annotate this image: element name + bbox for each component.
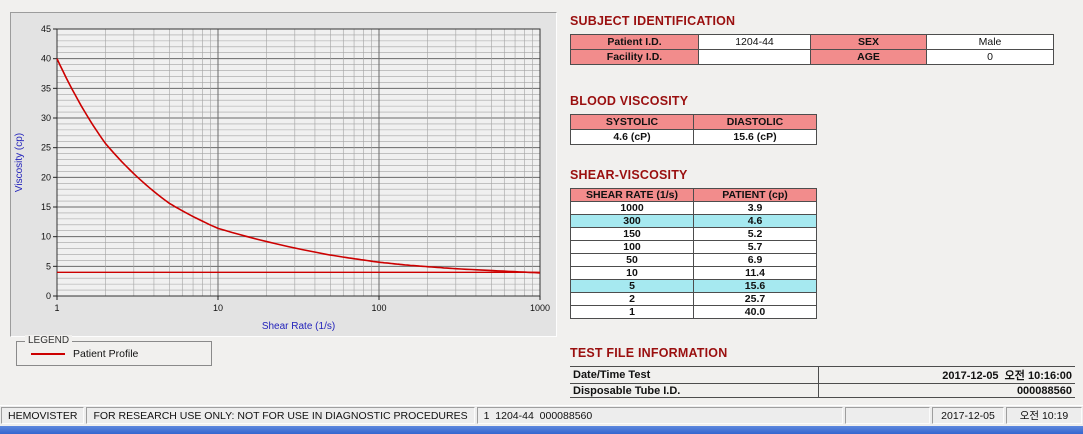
facility-id-label: Facility I.D. [570, 49, 699, 65]
shear-viscosity-section: SHEAR-VISCOSITY SHEAR RATE (1/s) PATIENT… [570, 168, 817, 319]
svg-text:5: 5 [46, 261, 51, 271]
shear-viscosity-row: 5 15.6 [570, 279, 817, 293]
svg-text:40: 40 [41, 54, 51, 64]
test-file-row: Disposable Tube I.D. 000088560 [570, 383, 1075, 398]
patient-cp-header: PATIENT (cp) [693, 188, 817, 202]
shear-viscosity-body: 1000 3.9 300 4.6 150 5.2 100 5.7 50 6.9 10 11.4 5 15.… [570, 201, 817, 319]
subject-identification-title: SUBJECT IDENTIFICATION [570, 14, 736, 28]
shear-viscosity-header-row: SHEAR RATE (1/s) PATIENT (cp) [570, 188, 817, 202]
svg-text:100: 100 [371, 303, 386, 313]
patient-viscosity-value: 25.7 [693, 292, 817, 306]
shear-rate-value: 100 [570, 240, 694, 254]
subject-row: Patient I.D. 1204-44 SEX Male [570, 34, 1054, 50]
diastolic-header: DIASTOLIC [693, 114, 817, 130]
shear-rate-value: 300 [570, 214, 694, 228]
blood-viscosity-header-row: SYSTOLIC DIASTOLIC [570, 114, 817, 130]
test-file-information-title: TEST FILE INFORMATION [570, 346, 728, 360]
shear-viscosity-row: 300 4.6 [570, 214, 817, 228]
patient-profile-curve [56, 58, 541, 274]
shear-viscosity-row: 150 5.2 [570, 227, 817, 241]
disposable-tube-id-label: Disposable Tube I.D. [570, 383, 818, 398]
shear-viscosity-row: 1000 3.9 [570, 201, 817, 215]
svg-text:0: 0 [46, 291, 51, 301]
svg-text:25: 25 [41, 143, 51, 153]
shear-rate-value: 50 [570, 253, 694, 267]
svg-text:30: 30 [41, 113, 51, 123]
status-bar: HEMOVISTER FOR RESEARCH USE ONLY: NOT FO… [0, 405, 1083, 425]
svg-text:1: 1 [54, 303, 59, 313]
taskbar-strip [0, 426, 1083, 434]
viscosity-chart-panel: 0 5 10 15 20 25 30 35 40 45 1 10 100 1000 Shear Rate (… [10, 12, 557, 337]
patient-viscosity-value: 15.6 [693, 279, 817, 293]
status-record-info: 1 1204-44 000088560 [476, 407, 843, 424]
legend-item-label: Patient Profile [73, 347, 139, 360]
svg-text:1000: 1000 [530, 303, 550, 313]
viscosity-chart-svg: 0 5 10 15 20 25 30 35 40 45 1 10 100 1000 Shear Rate (… [11, 13, 556, 336]
shear-viscosity-row: 1 40.0 [570, 305, 817, 319]
blood-viscosity-section: BLOOD VISCOSITY SYSTOLIC DIASTOLIC 4.6 (… [570, 94, 817, 145]
patient-viscosity-value: 40.0 [693, 305, 817, 319]
x-axis-title: Shear Rate (1/s) [262, 321, 335, 332]
patient-id-label: Patient I.D. [570, 34, 699, 50]
facility-id-value [698, 49, 811, 65]
y-axis-title: Viscosity (cp) [14, 133, 25, 192]
status-app-name: HEMOVISTER [1, 407, 85, 424]
age-label: AGE [810, 49, 927, 65]
legend-row: Patient Profile [17, 342, 211, 365]
subject-identification-table: Patient I.D. 1204-44 SEX Male Facility I… [570, 34, 1054, 65]
shear-viscosity-row: 10 11.4 [570, 266, 817, 280]
test-file-table: Date/Time Test 2017-12-05 오전 10:16:00 Di… [570, 366, 1075, 398]
legend-line-swatch [31, 352, 65, 355]
svg-text:15: 15 [41, 202, 51, 212]
subject-identification-section: SUBJECT IDENTIFICATION Patient I.D. 1204… [570, 14, 1054, 65]
sex-label: SEX [810, 34, 927, 50]
subject-row: Facility I.D. AGE 0 [570, 49, 1054, 65]
svg-text:20: 20 [41, 172, 51, 182]
shear-rate-value: 2 [570, 292, 694, 306]
shear-viscosity-title: SHEAR-VISCOSITY [570, 168, 688, 182]
chart-legend-box: LEGEND Patient Profile [16, 335, 212, 366]
shear-viscosity-row: 2 25.7 [570, 292, 817, 306]
patient-viscosity-value: 11.4 [693, 266, 817, 280]
shear-rate-value: 10 [570, 266, 694, 280]
blood-viscosity-value-row: 4.6 (cP) 15.6 (cP) [570, 129, 817, 145]
patient-viscosity-value: 5.7 [693, 240, 817, 254]
blood-viscosity-table: SYSTOLIC DIASTOLIC 4.6 (cP) 15.6 (cP) [570, 114, 817, 145]
status-time: 오전 10:19 [1006, 407, 1082, 424]
shear-viscosity-row: 100 5.7 [570, 240, 817, 254]
disposable-tube-id-value: 000088560 [817, 383, 1075, 398]
status-empty-segment [845, 407, 930, 424]
patient-viscosity-value: 6.9 [693, 253, 817, 267]
legend-title: LEGEND [25, 335, 73, 346]
patient-viscosity-value: 5.2 [693, 227, 817, 241]
systolic-header: SYSTOLIC [570, 114, 694, 130]
date-time-test-value: 2017-12-05 오전 10:16:00 [817, 366, 1075, 384]
systolic-value: 4.6 (cP) [570, 129, 694, 145]
plot-frame [56, 28, 541, 297]
patient-viscosity-value: 3.9 [693, 201, 817, 215]
patient-viscosity-value: 4.6 [693, 214, 817, 228]
patient-id-value: 1204-44 [698, 34, 811, 50]
blood-viscosity-title: BLOOD VISCOSITY [570, 94, 689, 108]
test-file-row: Date/Time Test 2017-12-05 오전 10:16:00 [570, 366, 1075, 384]
shear-viscosity-row: 50 6.9 [570, 253, 817, 267]
age-value: 0 [926, 49, 1054, 65]
diastolic-value: 15.6 (cP) [693, 129, 817, 145]
shear-rate-value: 1 [570, 305, 694, 319]
svg-text:10: 10 [213, 303, 223, 313]
sex-value: Male [926, 34, 1054, 50]
date-time-test-label: Date/Time Test [570, 366, 818, 384]
svg-text:35: 35 [41, 83, 51, 93]
shear-rate-header: SHEAR RATE (1/s) [570, 188, 694, 202]
svg-text:10: 10 [41, 232, 51, 242]
shear-rate-value: 150 [570, 227, 694, 241]
status-date: 2017-12-05 [932, 407, 1004, 424]
svg-text:45: 45 [41, 24, 51, 34]
shear-rate-value: 1000 [570, 201, 694, 215]
status-research-notice: FOR RESEARCH USE ONLY: NOT FOR USE IN DI… [86, 407, 475, 424]
shear-viscosity-table: SHEAR RATE (1/s) PATIENT (cp) 1000 3.9 300… [570, 188, 817, 319]
test-file-information-section: TEST FILE INFORMATION Date/Time Test 201… [570, 346, 1075, 398]
shear-rate-value: 5 [570, 279, 694, 293]
